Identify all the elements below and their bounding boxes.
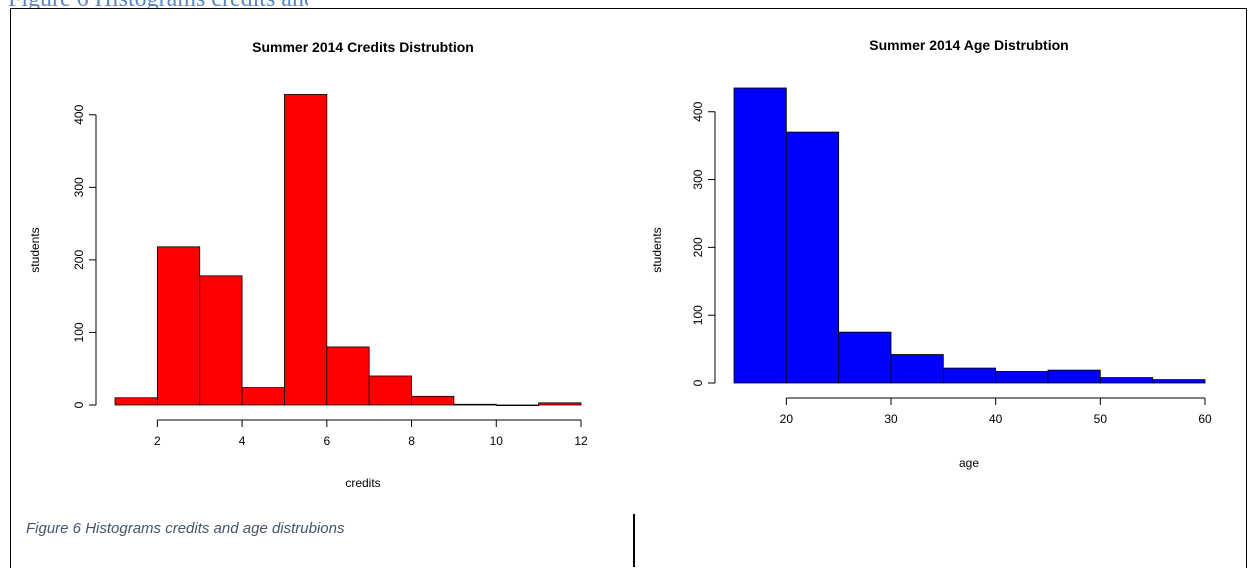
x-tick-label: 12	[574, 434, 588, 448]
chart-title: Summer 2014 Credits Distrubtion	[252, 39, 474, 55]
histogram-bar	[995, 371, 1049, 384]
histogram-bar	[838, 331, 892, 384]
x-tick-label: 6	[323, 434, 330, 448]
y-tick-label: 100	[691, 305, 705, 325]
histogram-bar	[368, 375, 412, 406]
x-tick-label: 4	[239, 434, 246, 448]
y-tick-label: 200	[691, 237, 705, 257]
histogram-bar	[114, 397, 158, 406]
histogram-bar	[453, 403, 497, 406]
histogram-bar	[733, 87, 787, 384]
y-tick-label: 400	[72, 104, 86, 124]
histogram-bar	[241, 387, 285, 406]
x-axis-label: credits	[345, 476, 380, 490]
histogram-bar	[538, 402, 582, 406]
x-tick-label: 2	[154, 434, 161, 448]
histogram-bar	[411, 395, 455, 406]
histogram-bar	[495, 404, 540, 407]
histogram-bar	[1099, 377, 1154, 384]
chart-title: Summer 2014 Age Distrubtion	[869, 37, 1068, 53]
x-axis-label: age	[959, 456, 979, 470]
y-tick-label: 200	[72, 250, 86, 270]
histogram-bar	[199, 275, 243, 406]
histogram-bar	[326, 346, 370, 406]
y-axis-label: students	[650, 227, 664, 272]
figure-frame	[10, 8, 1247, 568]
x-tick-label: 30	[884, 412, 898, 426]
x-tick-label: 60	[1198, 412, 1212, 426]
y-tick-label: 300	[72, 177, 86, 197]
x-tick-label: 8	[408, 434, 415, 448]
histogram-bar	[1047, 369, 1101, 384]
x-tick-label: 40	[989, 412, 1003, 426]
histogram-bar	[890, 354, 944, 384]
column-divider	[633, 514, 635, 567]
y-tick-label: 300	[691, 169, 705, 189]
y-tick-label: 0	[691, 379, 705, 386]
y-tick-label: 0	[72, 401, 86, 408]
y-axis-label: students	[28, 227, 42, 272]
histogram-bar	[1152, 379, 1206, 384]
heading-fragment: Figure 6 Histograms credits and age dist…	[8, 0, 308, 8]
figure-caption: Figure 6 Histograms credits and age dist…	[26, 520, 345, 537]
x-tick-label: 50	[1094, 412, 1108, 426]
credits-histogram: Summer 2014 Credits Distrubtion credits …	[28, 39, 588, 490]
x-tick-label: 20	[780, 412, 794, 426]
y-tick-label: 400	[691, 101, 705, 121]
histogram-bar	[942, 367, 997, 384]
x-tick-label: 10	[490, 434, 504, 448]
histogram-bar	[156, 246, 201, 406]
age-histogram: Summer 2014 Age Distrubtion age students…	[650, 37, 1212, 470]
histogram-bar	[284, 94, 328, 406]
histogram-bar	[785, 131, 840, 384]
y-tick-label: 100	[72, 322, 86, 342]
